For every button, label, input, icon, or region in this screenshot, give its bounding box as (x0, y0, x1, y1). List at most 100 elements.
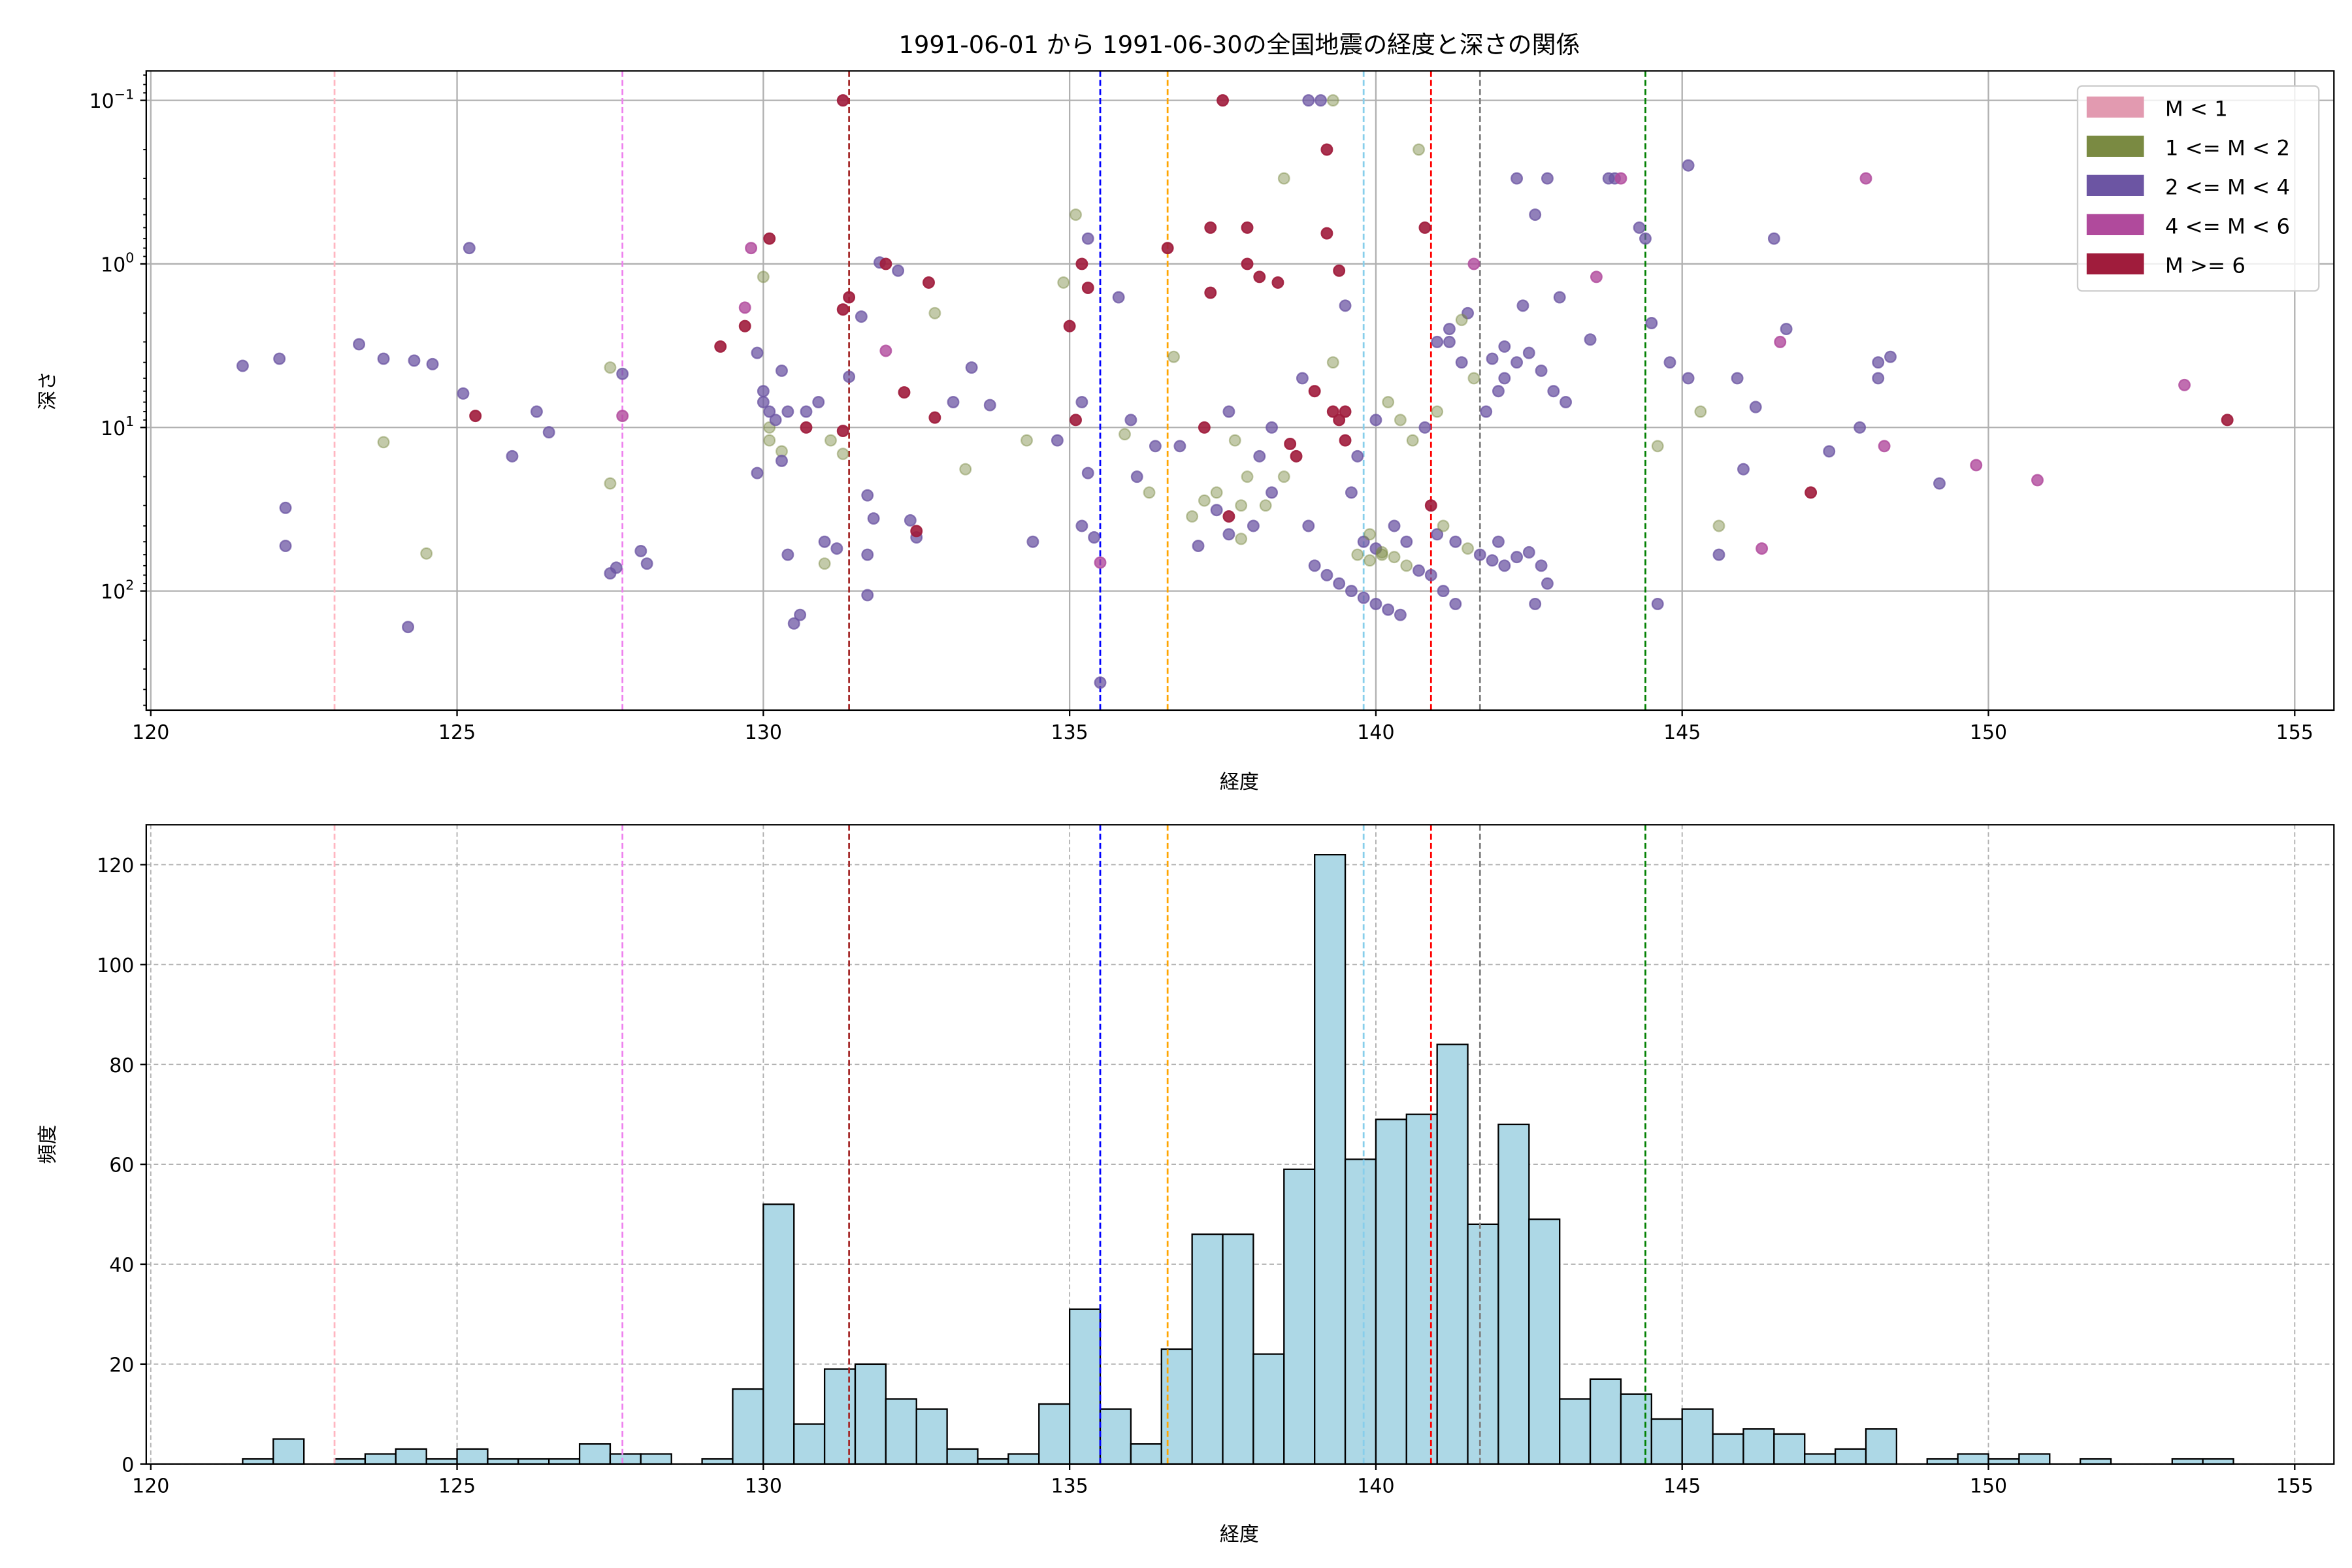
scatter-point (1081, 466, 1094, 480)
histogram-bar (1712, 1433, 1744, 1465)
scatter-x-tick-label: 155 (2276, 721, 2313, 744)
scatter-point (776, 454, 788, 467)
scatter-point (1511, 172, 1524, 185)
scatter-point (1063, 319, 1076, 333)
scatter-point (1859, 172, 1872, 185)
histogram-bar (1467, 1223, 1499, 1465)
scatter-point (757, 270, 770, 284)
scatter-point (1253, 449, 1266, 463)
scatter-point (1633, 221, 1646, 234)
scatter-point (1486, 554, 1499, 567)
scatter-point (1149, 440, 1162, 453)
scatter-point (1026, 535, 1039, 548)
scatter-point (1498, 559, 1511, 572)
legend-swatch (2086, 253, 2144, 274)
scatter-y-tick-label: 101 (101, 414, 134, 440)
scatter-point (1535, 365, 1548, 377)
scatter-y-tick-label: 102 (101, 577, 134, 604)
scatter-point (892, 264, 905, 277)
scatter-point (1712, 519, 1725, 532)
scatter-point (1021, 434, 1033, 447)
scatter-point (1970, 459, 1983, 472)
scatter-point (836, 425, 849, 438)
scatter-point (1308, 559, 1321, 572)
scatter-x-label: 経度 (1220, 771, 1259, 794)
histogram-y-tick-label: 60 (109, 1154, 134, 1177)
scatter-point (1070, 208, 1082, 221)
histogram-bar (1191, 1233, 1224, 1465)
scatter-point (1192, 540, 1205, 553)
scatter-point (738, 319, 751, 333)
scatter-point (1418, 221, 1431, 234)
scatter-y-label: 深さ (37, 371, 59, 410)
scatter-point (2031, 474, 2044, 487)
scatter-point (1315, 94, 1328, 107)
legend-swatch (2086, 135, 2144, 157)
scatter-point (1388, 551, 1401, 564)
scatter-point (1339, 405, 1352, 418)
histogram-bar (946, 1448, 979, 1465)
scatter-point (1431, 405, 1444, 418)
scatter-point (1498, 372, 1511, 385)
scatter-point (836, 303, 849, 316)
histogram-bar (1314, 854, 1347, 1465)
histogram-bar (1804, 1453, 1837, 1465)
scatter-point (1413, 564, 1426, 577)
scatter-point (1222, 528, 1235, 541)
scatter-frame (145, 70, 2335, 711)
scatter-point (1266, 486, 1279, 499)
scatter-point (1112, 291, 1125, 304)
scatter-point (1394, 414, 1407, 427)
scatter-point (1204, 286, 1217, 299)
scatter-point (353, 338, 366, 351)
histogram-bar (1497, 1123, 1530, 1465)
scatter-point (1462, 542, 1475, 555)
scatter-point (273, 352, 286, 365)
scatter-point (1382, 603, 1395, 616)
scatter-point (1241, 257, 1254, 270)
histogram-y-tick-label: 0 (122, 1454, 134, 1477)
scatter-point (640, 557, 653, 570)
scatter-point (1057, 276, 1070, 289)
histogram-bar (1436, 1043, 1469, 1465)
scatter-y-tick-label: 100 (101, 250, 134, 277)
scatter-point (800, 405, 813, 418)
histogram-x-tick-label: 125 (438, 1475, 476, 1498)
scatter-x-tick-label: 130 (745, 721, 782, 744)
histogram-axes: 120 125 130 135 140 145 150 155 0 20 40 60 80 100120 … (37, 824, 2335, 1546)
scatter-point (236, 359, 249, 372)
scatter-point (1302, 519, 1315, 532)
scatter-point (279, 540, 292, 553)
scatter-point (861, 589, 874, 602)
scatter-point (1547, 385, 1560, 398)
scatter-point (1400, 535, 1413, 548)
scatter-point (983, 399, 996, 412)
scatter-point (1511, 356, 1524, 369)
histogram-bar (823, 1368, 857, 1465)
scatter-point (1467, 372, 1480, 385)
scatter-point (1124, 414, 1137, 427)
histogram-bar (1528, 1218, 1561, 1465)
scatter-point (781, 548, 794, 561)
scatter-point (1749, 400, 1762, 414)
histogram-bar (1773, 1433, 1806, 1465)
legend-label: 4 <= M < 6 (2165, 214, 2290, 239)
histogram-x-tick-label: 155 (2276, 1475, 2313, 1498)
scatter-point (1639, 232, 1652, 245)
scatter-point (1210, 486, 1223, 499)
scatter-point (1541, 172, 1554, 185)
scatter-point (1051, 434, 1064, 447)
scatter-point (1560, 396, 1573, 408)
scatter-point (1241, 470, 1254, 483)
scatter-point (1424, 499, 1437, 512)
scatter-point (1486, 352, 1499, 365)
scatter-point (763, 232, 776, 245)
scatter-point (757, 385, 770, 398)
scatter-point (1467, 257, 1480, 270)
scatter-x-tick-label: 145 (1663, 721, 1701, 744)
scatter-point (1253, 270, 1266, 284)
scatter-point (1516, 299, 1529, 312)
scatter-point (1271, 276, 1284, 289)
scatter-point (402, 621, 415, 634)
histogram-y-tick-label: 20 (109, 1354, 134, 1377)
